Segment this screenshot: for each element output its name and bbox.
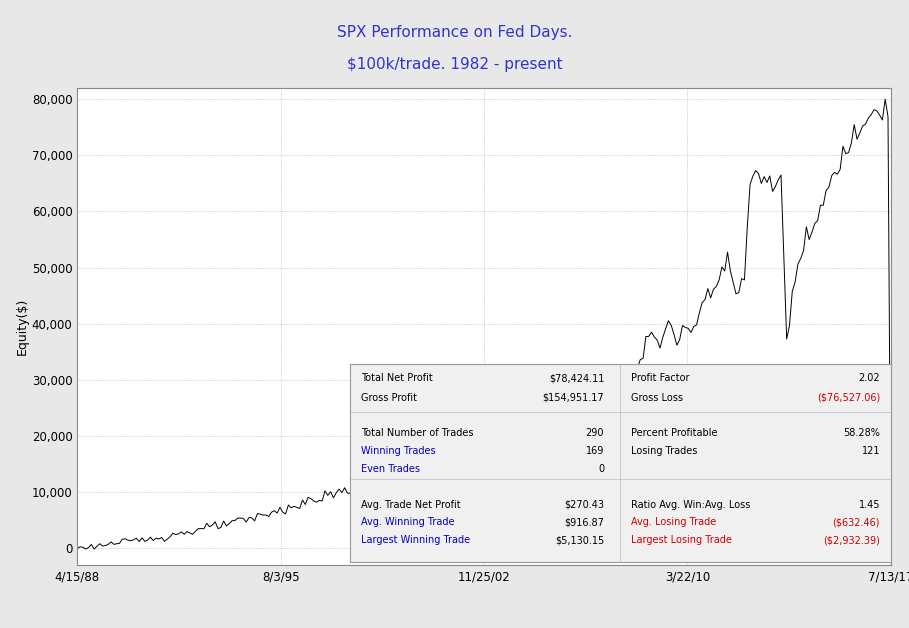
Text: ($632.46): ($632.46) (833, 517, 880, 528)
Text: Avg. Trade Net Profit: Avg. Trade Net Profit (361, 500, 460, 510)
Text: Total Number of Trades: Total Number of Trades (361, 428, 474, 438)
Text: 290: 290 (585, 428, 604, 438)
Text: $270.43: $270.43 (564, 500, 604, 510)
Text: QuantifiableEdges.com: QuantifiableEdges.com (402, 374, 648, 393)
Text: 0: 0 (598, 464, 604, 474)
Text: Percent Profitable: Percent Profitable (631, 428, 718, 438)
Text: Gross Loss: Gross Loss (631, 393, 684, 403)
Text: Avg. Winning Trade: Avg. Winning Trade (361, 517, 454, 528)
Text: ($76,527.06): ($76,527.06) (817, 393, 880, 403)
Text: Ratio Avg. Win:Avg. Loss: Ratio Avg. Win:Avg. Loss (631, 500, 751, 510)
Text: Even Trades: Even Trades (361, 464, 420, 474)
Text: $916.87: $916.87 (564, 517, 604, 528)
Text: Losing Trades: Losing Trades (631, 447, 697, 457)
Text: 58.28%: 58.28% (844, 428, 880, 438)
Text: Gross Profit: Gross Profit (361, 393, 417, 403)
Y-axis label: Equity($): Equity($) (15, 298, 29, 355)
Text: 169: 169 (585, 447, 604, 457)
Text: ($2,932.39): ($2,932.39) (824, 535, 880, 545)
Text: $5,130.15: $5,130.15 (554, 535, 604, 545)
Text: Largest Losing Trade: Largest Losing Trade (631, 535, 732, 545)
Text: SPX Performance on Fed Days.: SPX Performance on Fed Days. (336, 25, 573, 40)
Text: Winning Trades: Winning Trades (361, 447, 435, 457)
Text: Largest Winning Trade: Largest Winning Trade (361, 535, 470, 545)
Text: Total Net Profit: Total Net Profit (361, 373, 433, 383)
Text: $78,424.11: $78,424.11 (549, 373, 604, 383)
Text: Avg. Losing Trade: Avg. Losing Trade (631, 517, 716, 528)
Text: 2.02: 2.02 (858, 373, 880, 383)
Text: $154,951.17: $154,951.17 (543, 393, 604, 403)
Text: Profit Factor: Profit Factor (631, 373, 690, 383)
Text: 121: 121 (862, 447, 880, 457)
Text: $100k/trade. 1982 - present: $100k/trade. 1982 - present (346, 57, 563, 72)
Text: 1.45: 1.45 (858, 500, 880, 510)
